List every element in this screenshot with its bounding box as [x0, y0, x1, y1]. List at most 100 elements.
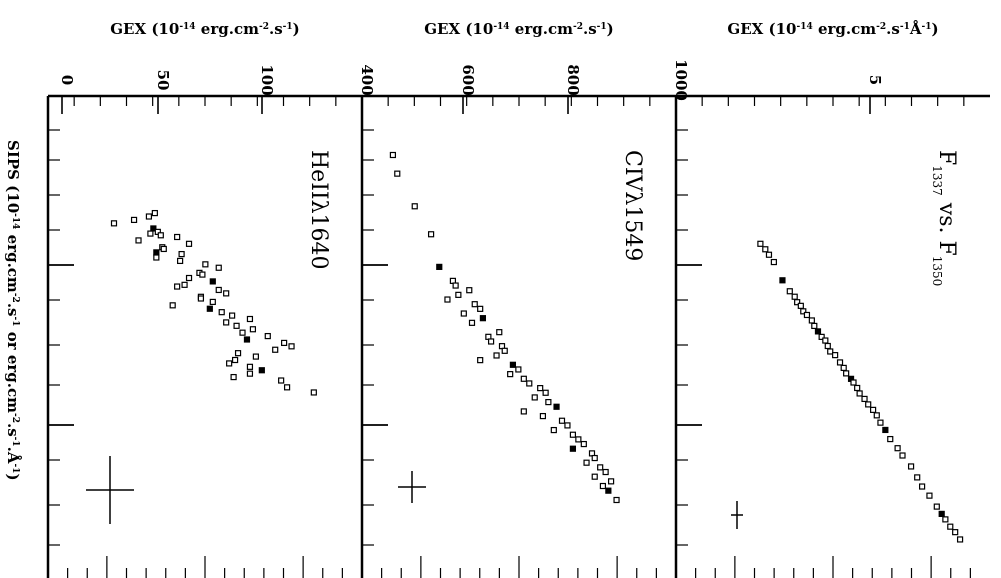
data-point [770, 258, 777, 266]
axis-title-text: SIPS (10 [4, 140, 22, 213]
data-point [850, 379, 857, 386]
axis-title-text: GEX (10 [727, 20, 796, 38]
data-point [599, 482, 607, 490]
data-point [591, 454, 598, 462]
data-point [569, 431, 577, 438]
data-point [147, 230, 154, 237]
panel-1: 0 50 100 GEX (10-14 erg.cm-2.s-1) HeIIλ1640 [48, 20, 343, 578]
axis-title-exp: -2 [876, 22, 886, 32]
x-tick-label: 0 [58, 75, 76, 85]
x-tick-label: 1000 [672, 59, 690, 101]
data-point [520, 375, 527, 382]
data-point [818, 333, 825, 340]
data-point [791, 293, 798, 300]
data-point [202, 261, 209, 268]
axis-title-exp: -1 [10, 316, 20, 326]
data-point [779, 277, 786, 284]
data-point [310, 389, 317, 396]
data-point [854, 384, 861, 392]
data-point [882, 426, 889, 434]
data-point [832, 352, 839, 359]
data-point [824, 342, 831, 350]
data-point [873, 412, 880, 419]
data-point [460, 310, 467, 317]
data-point [564, 422, 571, 429]
axis-title-text: .s [4, 423, 22, 437]
data-point [160, 245, 167, 253]
panel-label-sub: 1350 [930, 256, 944, 287]
data-point [229, 312, 236, 319]
data-point [206, 305, 213, 312]
data-point [856, 390, 863, 397]
axis-title-text: ) [931, 20, 938, 38]
x-axis-title: GEX (10-14 erg.cm-2.s-1) [110, 20, 300, 38]
axis-title-exp: -2 [259, 22, 269, 32]
axis-title-exp: -14 [179, 22, 195, 32]
axis-title-text: Å [909, 20, 922, 38]
data-point [258, 367, 265, 374]
data-point [153, 249, 160, 256]
x-tick-label: 50 [154, 70, 172, 91]
data-point [209, 278, 216, 285]
data-point [942, 516, 949, 523]
data-point [153, 254, 160, 261]
data-point [602, 468, 609, 476]
data-point [185, 274, 193, 282]
data-point [914, 474, 921, 481]
data-point [246, 363, 254, 370]
data-point [877, 419, 884, 426]
x-tick-label: 600 [459, 64, 477, 95]
data-point [836, 359, 844, 366]
data-point [218, 309, 225, 316]
data-point [952, 529, 959, 536]
axis-title-text: .s [886, 20, 900, 38]
panel-label-sub: 1337 [930, 165, 944, 196]
x-tick-label: 100 [258, 64, 276, 95]
data-point [938, 510, 945, 517]
data-point [157, 232, 164, 239]
data-point [933, 503, 940, 510]
data-point [264, 332, 271, 340]
data-point [496, 329, 503, 336]
data-point [550, 426, 557, 434]
data-point [215, 286, 222, 294]
data-point [803, 311, 811, 319]
panel-label-text: CIVλ1549 [620, 150, 645, 261]
data-point [427, 231, 435, 238]
axis-title-text: ) [4, 474, 22, 481]
data-point [757, 240, 764, 247]
data-point [907, 463, 915, 470]
data-point [605, 487, 612, 494]
data-point [199, 271, 206, 278]
y-axis-title: SIPS (10-14 erg.cm-2.s-1 or erg.cm-2.s-1… [4, 140, 22, 481]
data-point [558, 417, 566, 424]
data-point [452, 282, 459, 289]
data-point [177, 257, 184, 265]
data-point [466, 287, 473, 294]
data-point [471, 301, 478, 308]
data-point [178, 250, 185, 258]
axis-title-text: erg.cm [510, 20, 574, 38]
data-point [811, 322, 818, 330]
data-point [223, 290, 230, 297]
data-point [444, 296, 451, 303]
data-point [765, 251, 773, 258]
data-point [827, 348, 834, 355]
data-point [542, 389, 549, 396]
data-point [786, 288, 793, 295]
panel-label: F1337 vs. F1350 [930, 150, 959, 286]
data-point [230, 373, 237, 381]
data-point [174, 283, 181, 290]
x-tick-label: 5 [866, 75, 884, 85]
data-point [515, 366, 522, 373]
panel-2: 400 600 800 1000 GEX (10-14 erg.cm-2.s-1) CIV… [358, 20, 690, 578]
axis-title-text: .s [269, 20, 283, 38]
data-point [288, 343, 295, 350]
x-tick-label: 400 [358, 64, 376, 95]
data-point [822, 337, 829, 344]
data-point [246, 315, 254, 323]
data-point [281, 339, 288, 347]
axis-title-text: ) [607, 20, 614, 38]
data-point [493, 352, 500, 359]
